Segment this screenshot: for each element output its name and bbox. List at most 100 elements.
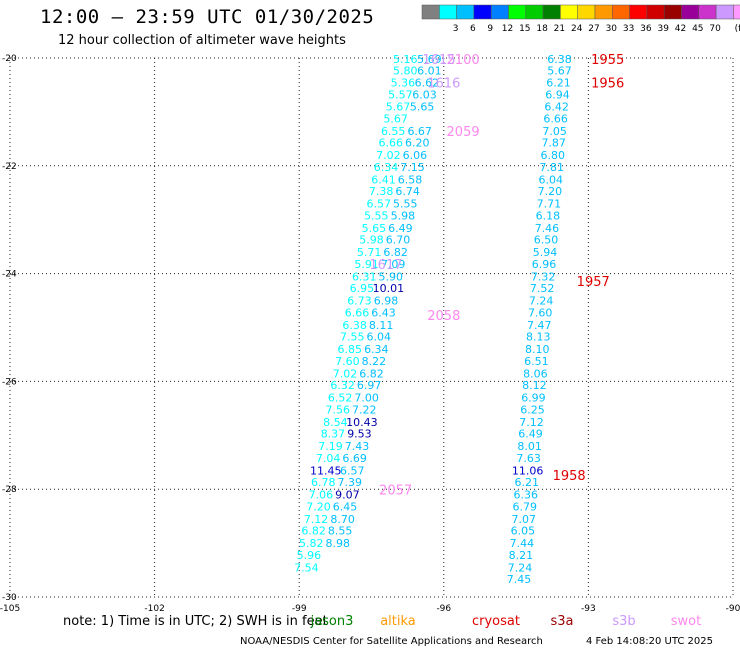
scale-swatch [681, 4, 700, 20]
wave-height-label: 7.00 [354, 392, 379, 405]
wave-height-label: 5.69 [417, 53, 442, 66]
satellite-legend-item: swot [671, 614, 701, 629]
time-label: 1956 [591, 76, 624, 91]
wave-height-label: 8.37 [321, 428, 346, 441]
satellite-legend-item: jason3 [310, 614, 354, 629]
wave-height-label: 5.36 [391, 76, 416, 89]
wave-height-label: 8.12 [522, 379, 547, 392]
wave-height-label: 6.18 [536, 209, 561, 222]
time-label: 1615 [422, 53, 455, 68]
time-label: 2058 [427, 309, 460, 324]
y-tick-label: -26 [2, 377, 17, 387]
wave-height-label: 6.98 [374, 295, 399, 308]
wave-height-label: 6.20 [405, 137, 430, 150]
scale-swatch [439, 4, 457, 20]
wave-height-label: 6.32 [330, 379, 355, 392]
wave-height-label: 6.55 [381, 125, 406, 138]
time-label: 1957 [577, 275, 610, 290]
scale-swatch [508, 4, 527, 20]
wave-height-label: 7.39 [338, 476, 363, 489]
scale-label: 9 [487, 24, 493, 34]
wave-height-label: 6.97 [357, 379, 382, 392]
wave-height-label: 6.34 [374, 161, 399, 174]
wave-height-label: 6.43 [371, 306, 396, 319]
time-label: 1955 [591, 53, 624, 68]
wave-height-label: 5.57 [388, 89, 413, 102]
wave-height-label: 5.98 [391, 209, 416, 222]
scale-label: 39 [657, 24, 669, 34]
wave-height-label: 8.98 [326, 537, 351, 550]
time-label: 1617 [369, 258, 402, 273]
wave-height-label: 7.24 [508, 561, 533, 574]
wave-height-label: 6.25 [520, 403, 545, 416]
satellite-legend-item: s3a [550, 614, 573, 629]
wave-height-label: 5.71 [357, 246, 382, 259]
wave-height-label: 6.96 [532, 258, 557, 271]
wave-height-label: 6.85 [338, 343, 363, 356]
wave-height-label: 7.63 [516, 452, 541, 465]
wave-height-label: 6.57 [340, 464, 365, 477]
wave-height-label: 7.81 [540, 161, 565, 174]
map-subtitle: 12 hour collection of altimeter wave hei… [58, 33, 346, 48]
wave-height-label: 6.05 [511, 525, 536, 538]
wave-height-label: 7.05 [542, 125, 567, 138]
wave-height-label: 6.34 [364, 343, 389, 356]
wave-height-label: 7.12 [519, 416, 544, 429]
wave-height-label: 7.02 [376, 149, 401, 162]
scale-swatch [663, 4, 682, 20]
time-label: 2057 [379, 484, 412, 499]
wave-height-label: 7.60 [528, 306, 553, 319]
scale-unit: (ft) [735, 24, 740, 34]
scale-swatch [612, 4, 630, 20]
wave-height-label: 6.42 [544, 101, 569, 114]
x-tick-label: -105 [0, 604, 20, 614]
wave-height-label: 7.54 [294, 561, 319, 574]
wave-height-label: 7.07 [512, 513, 537, 526]
wave-height-label: 9.07 [335, 489, 360, 502]
wave-height-label: 7.43 [345, 440, 370, 453]
scale-label: 27 [588, 24, 599, 34]
x-tick-label: -96 [436, 604, 451, 614]
wave-height-label: 5.98 [359, 234, 384, 247]
wave-height-label: 6.73 [347, 295, 372, 308]
time-label: 1958 [553, 469, 586, 484]
scale-label: 15 [519, 24, 530, 34]
wave-height-label: 5.67 [386, 101, 411, 114]
wave-height-label: 6.58 [398, 173, 423, 186]
footer-note: note: 1) Time is in UTC; 2) SWH is in fe… [63, 614, 328, 629]
wave-height-label: 8.01 [517, 440, 542, 453]
wave-height-label: 8.70 [330, 513, 355, 526]
wave-height-label: 6.52 [328, 392, 353, 405]
x-tick-label: -99 [292, 604, 307, 614]
wave-height-label: 5.16 [393, 53, 418, 66]
wave-height-label: 7.32 [531, 270, 556, 283]
y-tick-label: -24 [2, 270, 17, 280]
footer-credit: NOAA/NESDIS Center for Satellite Applica… [240, 636, 543, 647]
wave-height-label: 5.80 [393, 64, 418, 77]
scale-swatch [698, 4, 717, 20]
wave-height-label: 5.65 [410, 101, 435, 114]
scale-swatch [473, 4, 492, 20]
scale-label: 45 [692, 24, 703, 34]
wave-height-label: 7.20 [306, 500, 331, 513]
scale-swatch [646, 4, 665, 20]
scale-label: 12 [502, 24, 513, 34]
scale-swatch [490, 4, 509, 20]
satellite-legend-item: cryosat [472, 614, 520, 629]
wave-height-label: 5.65 [362, 222, 387, 235]
map-title: 12:00 — 23:59 UTC 01/30/2025 [40, 6, 375, 28]
wave-height-label: 5.55 [364, 209, 389, 222]
wave-height-label: 11.06 [512, 464, 544, 477]
wave-height-label: 6.21 [514, 476, 539, 489]
scale-swatch [715, 4, 734, 20]
scale-label: 24 [571, 24, 583, 34]
wave-height-label: 6.67 [407, 125, 432, 138]
wave-height-label: 9.53 [347, 428, 372, 441]
wave-height-label: 8.55 [328, 525, 353, 538]
wave-height-label: 5.67 [547, 64, 572, 77]
wave-height-label: 5.82 [299, 537, 324, 550]
wave-height-label: 6.99 [521, 392, 546, 405]
scale-label: 70 [709, 24, 721, 34]
wave-height-label: 8.21 [509, 549, 534, 562]
